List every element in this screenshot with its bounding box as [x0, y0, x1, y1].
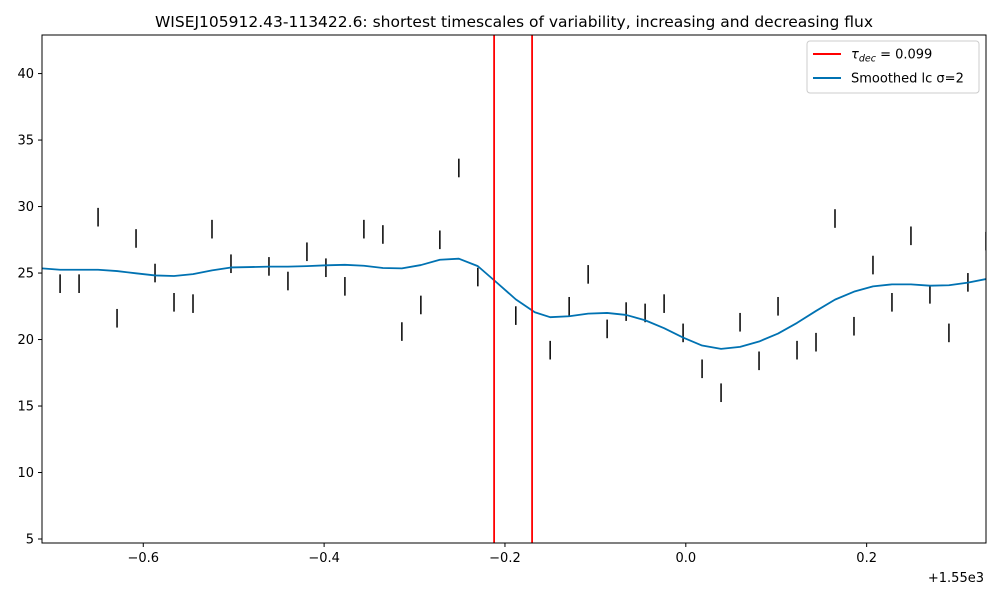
legend-label-0: τdec = 0.099: [851, 48, 932, 65]
y-tick-label: 15: [17, 400, 34, 415]
x-axis-offset-label: +1.55e3: [928, 571, 984, 586]
chart-title: WISEJ105912.43-113422.6: shortest timesc…: [155, 13, 873, 31]
x-tick-label: −0.4: [308, 551, 340, 566]
y-tick-label: 35: [17, 134, 34, 149]
x-tick-label: −0.2: [489, 551, 521, 566]
axes: −0.6 −0.4 −0.2 0.0 0.2 5 10 15 20 25 30 35 40: [17, 34, 987, 566]
axes-frame: [41, 34, 987, 544]
legend-label-1: Smoothed lc σ=2: [851, 72, 964, 87]
legend-box: [806, 40, 980, 94]
x-tick-label: 0.2: [856, 551, 877, 566]
legend-label-main: τ: [851, 48, 859, 63]
y-tick-label: 5: [26, 533, 34, 548]
legend-label-main: Smoothed lc σ=2: [851, 72, 964, 87]
legend-label-value: = 0.099: [876, 48, 932, 63]
y-tick-label: 30: [17, 200, 34, 215]
legend-label-subscript: dec: [859, 54, 877, 65]
legend: τdec = 0.099 Smoothed lc σ=2: [806, 40, 980, 94]
y-tick-label: 10: [17, 466, 34, 481]
x-tick-label: −0.6: [127, 551, 159, 566]
y-tick-label: 20: [17, 333, 34, 348]
y-tick-label: 40: [17, 67, 34, 82]
plot-area: [42, 35, 986, 543]
x-tick-label: 0.0: [675, 551, 696, 566]
smoothed-lc-series-line: [42, 257, 986, 350]
y-tick-label: 25: [17, 267, 34, 282]
